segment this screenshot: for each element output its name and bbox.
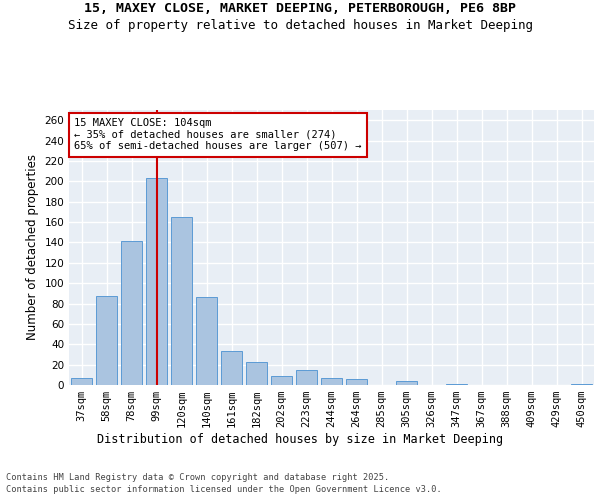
Bar <box>346 379 367 385</box>
Bar <box>96 296 117 385</box>
Text: Distribution of detached houses by size in Market Deeping: Distribution of detached houses by size … <box>97 432 503 446</box>
Bar <box>71 378 92 385</box>
Bar <box>296 370 317 385</box>
Text: Size of property relative to detached houses in Market Deeping: Size of property relative to detached ho… <box>67 19 533 32</box>
Bar <box>146 178 167 385</box>
Bar <box>246 362 267 385</box>
Bar <box>271 376 292 385</box>
Bar <box>396 381 417 385</box>
Text: Contains HM Land Registry data © Crown copyright and database right 2025.: Contains HM Land Registry data © Crown c… <box>6 472 389 482</box>
Text: 15 MAXEY CLOSE: 104sqm
← 35% of detached houses are smaller (274)
65% of semi-de: 15 MAXEY CLOSE: 104sqm ← 35% of detached… <box>74 118 362 152</box>
Y-axis label: Number of detached properties: Number of detached properties <box>26 154 39 340</box>
Text: Contains public sector information licensed under the Open Government Licence v3: Contains public sector information licen… <box>6 485 442 494</box>
Bar <box>121 242 142 385</box>
Text: 15, MAXEY CLOSE, MARKET DEEPING, PETERBOROUGH, PE6 8BP: 15, MAXEY CLOSE, MARKET DEEPING, PETERBO… <box>84 2 516 16</box>
Bar <box>171 217 192 385</box>
Bar <box>571 384 592 385</box>
Bar <box>321 378 342 385</box>
Bar <box>446 384 467 385</box>
Bar <box>221 352 242 385</box>
Bar <box>196 298 217 385</box>
